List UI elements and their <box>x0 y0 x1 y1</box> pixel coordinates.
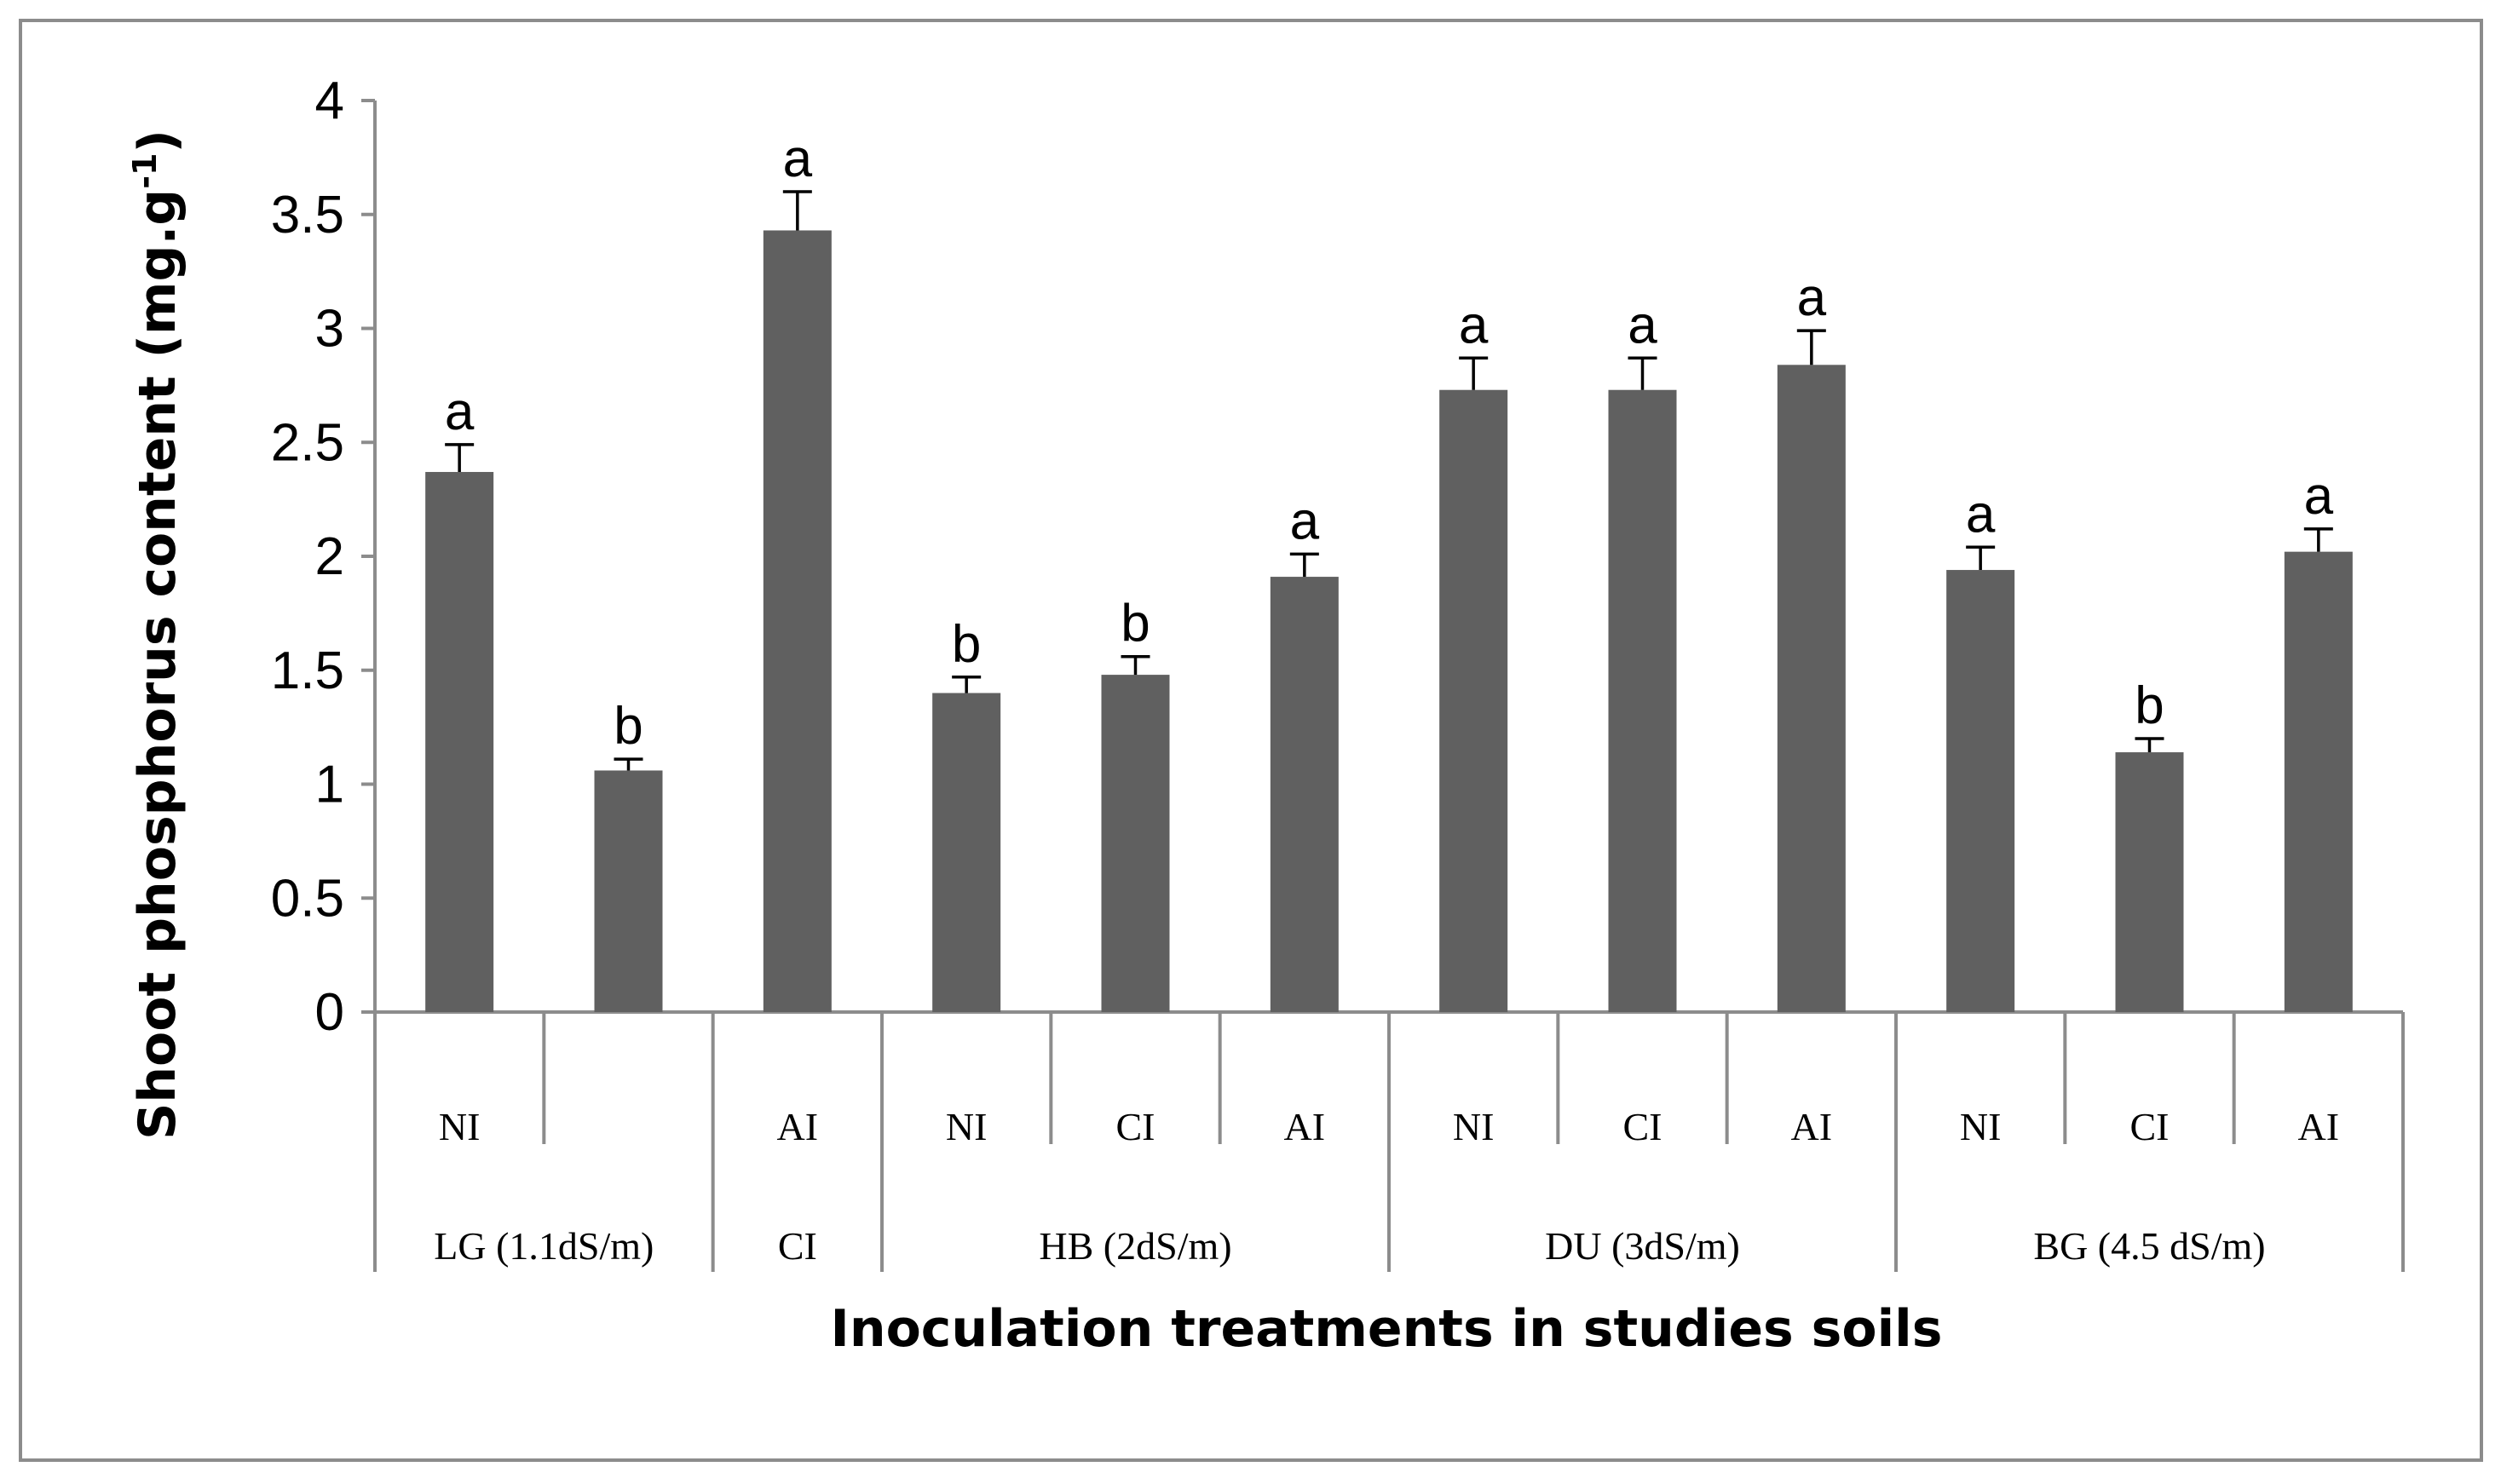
significance-letter: b <box>614 697 643 756</box>
significance-letter: a <box>445 383 475 441</box>
x-tick-label: NI <box>946 1105 988 1148</box>
x-ticks: NI AI NI CI AI NI CI AI NI CI AI LG (1.1dS/m) CI HB (… <box>373 1012 2405 1272</box>
bar <box>932 693 1001 1012</box>
bar <box>1439 389 1508 1013</box>
x-axis-title: Inoculation treatments in studies soils <box>831 1299 1943 1359</box>
significance-letter: b <box>952 615 981 674</box>
bar <box>1608 389 1677 1013</box>
significance-letter: a <box>1628 296 1657 354</box>
bar <box>1946 570 2015 1012</box>
y-tick-label: 2.5 <box>271 413 344 472</box>
x-tick-label: CI <box>1623 1105 1663 1148</box>
bar <box>2115 752 2184 1012</box>
x-tick-label: NI <box>1453 1105 1495 1148</box>
x-tick-label: AI <box>1284 1105 1326 1148</box>
significance-letter: b <box>2135 676 2164 735</box>
y-tick-label: 0.5 <box>271 869 344 928</box>
bar <box>1101 675 1170 1012</box>
y-tick-label: 3 <box>315 300 344 359</box>
x-tick-label: NI <box>1960 1105 2002 1148</box>
significance-letter: a <box>1290 492 1320 550</box>
x-tick-label: AI <box>2298 1105 2340 1148</box>
y-axis-title: Shoot phosphorus content (mg.g-1) <box>126 129 187 1140</box>
bar <box>2284 551 2353 1012</box>
significance-letter: a <box>1797 268 1827 327</box>
y-tick-label: 3.5 <box>271 186 344 244</box>
y-tick-label: 1.5 <box>271 641 344 700</box>
y-axis-title-main: Shoot phosphorus content (mg.g <box>128 189 187 1140</box>
y-axis-title-superscript: -1 <box>126 153 164 189</box>
significance-letter: a <box>2304 467 2334 526</box>
x-tick-label: CI <box>2130 1105 2170 1148</box>
y-ticks: 0 0.5 1 1.5 2 2.5 3 3.5 4 <box>271 72 375 1042</box>
x-group-label: LG (1.1dS/m) <box>434 1224 654 1268</box>
x-tick-label: NI <box>439 1105 481 1148</box>
x-tick-label: AI <box>1791 1105 1833 1148</box>
bar <box>1270 577 1339 1012</box>
x-group-label: HB (2dS/m) <box>1039 1224 1231 1268</box>
x-tick-label: AI <box>777 1105 819 1148</box>
significance-letter: a <box>783 129 813 188</box>
significance-letter: b <box>1121 595 1150 653</box>
y-tick-label: 0 <box>315 983 344 1042</box>
bar <box>594 770 663 1012</box>
bar <box>763 230 832 1013</box>
y-tick-label: 4 <box>315 72 344 130</box>
x-group-label: DU (3dS/m) <box>1545 1224 1740 1268</box>
y-tick-label: 1 <box>315 756 344 814</box>
y-tick-label: 2 <box>315 527 344 586</box>
significance-letter: a <box>1459 296 1489 354</box>
significance-letter: a <box>1966 485 1996 544</box>
bar <box>1777 365 1846 1012</box>
x-group-label: CI <box>778 1224 817 1268</box>
bars: a b a b b a a a a a b a <box>425 129 2353 1013</box>
x-tick-label: CI <box>1116 1105 1155 1148</box>
y-axis-title-suffix: ) <box>128 129 187 152</box>
x-group-label: BG (4.5 dS/m) <box>2033 1224 2265 1268</box>
bar <box>425 472 494 1012</box>
